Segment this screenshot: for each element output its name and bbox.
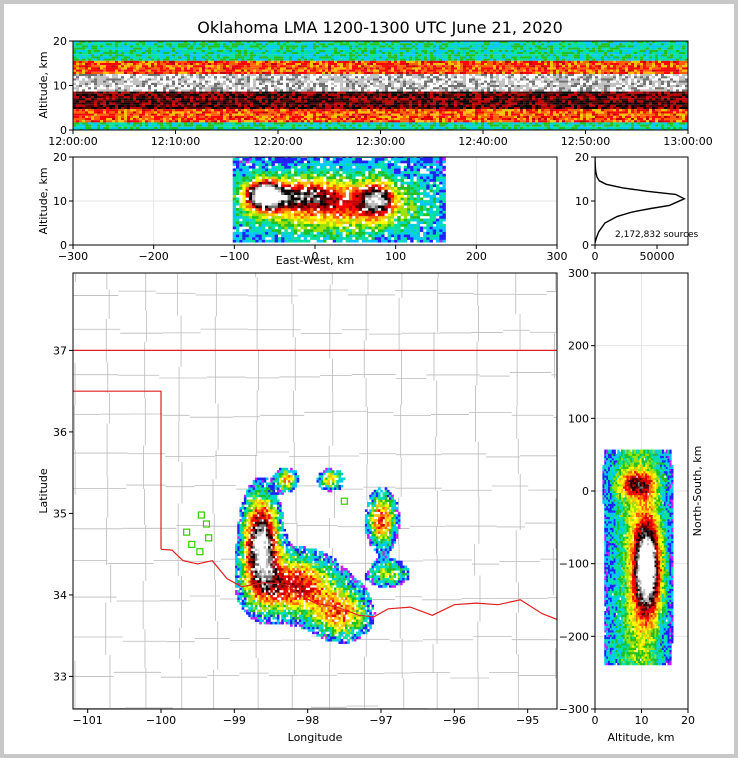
north-south-ytick-label: −200 — [559, 630, 589, 643]
north-south-xtick-label: 0 — [592, 714, 599, 727]
time-height-xtick-label: 12:00:00 — [48, 135, 97, 148]
north-south-xtick-label: 20 — [681, 714, 695, 727]
plan-view-panel: −101 −100 −99 −98 −97 −96 −95 33 34 35 36 37 Longi… — [37, 272, 558, 744]
altitude-histogram-line — [595, 157, 686, 243]
lma-station-marker — [188, 540, 196, 548]
plan-view-xtick-label: −97 — [369, 714, 392, 727]
lma-station-marker — [340, 497, 348, 505]
east-west-ylabel: Altitude, km — [37, 167, 50, 234]
north-south-ytick-label: −300 — [559, 703, 589, 716]
plan-view-ytick-label: 33 — [53, 670, 67, 683]
altitude-histogram-panel: 0 50000 0 10 20 2,172,832 sources — [575, 151, 699, 263]
east-west-density — [232, 157, 446, 243]
time-height-xtick-label: 12:30:00 — [356, 135, 405, 148]
east-west-xtick-label: 200 — [466, 250, 487, 263]
plan-view-ytick-label: 34 — [53, 589, 67, 602]
time-height-xtick-label: 13:00:00 — [663, 135, 712, 148]
north-south-ytick-label: 300 — [568, 267, 589, 280]
time-height-ytick-label: 10 — [53, 80, 67, 93]
east-west-xtick-label: −300 — [58, 250, 88, 263]
plan-view-xlabel: Longitude — [288, 731, 343, 744]
altitude-histogram-ytick-label: 10 — [575, 195, 589, 208]
north-south-panel: 0 10 20 −300 −200 −100 0 100 200 300 Altitude, k… — [559, 267, 704, 744]
time-height-ytick-label: 20 — [53, 35, 67, 48]
lma-station-marker — [205, 534, 213, 542]
lma-station-marker — [196, 548, 204, 556]
time-height-panel: 12:00:00 12:10:00 12:20:00 12:30:00 12:40:00… — [37, 35, 713, 148]
lma-station-marker — [197, 511, 205, 519]
plan-view-ytick-label: 37 — [53, 344, 67, 357]
plan-view-ytick-label: 36 — [53, 426, 67, 439]
east-west-xtick-label: 300 — [547, 250, 568, 263]
plan-view-xtick-label: −101 — [73, 714, 103, 727]
plan-view-xtick-label: −100 — [146, 714, 176, 727]
altitude-histogram-ytick-label: 20 — [575, 151, 589, 164]
lma-station-marker — [202, 520, 211, 528]
east-west-xtick-label: −200 — [139, 250, 169, 263]
time-height-xtick-label: 12:20:00 — [253, 135, 302, 148]
lma-figure: Oklahoma LMA 1200-1300 UTC June 21, 2020… — [37, 18, 713, 744]
figure-title: Oklahoma LMA 1200-1300 UTC June 21, 2020 — [197, 18, 563, 37]
north-south-ytick-label: 100 — [568, 412, 589, 425]
east-west-xtick-label: 0 — [312, 250, 319, 263]
north-south-ytick-label: 200 — [568, 340, 589, 353]
source-count-annotation: 2,172,832 sources — [615, 230, 699, 240]
time-height-ytick-label: 0 — [60, 124, 67, 137]
time-height-xtick-label: 12:40:00 — [458, 135, 507, 148]
time-height-xtick-label: 12:50:00 — [561, 135, 610, 148]
altitude-histogram-ytick-label: 0 — [582, 239, 589, 252]
north-south-xtick-label: 10 — [635, 714, 649, 727]
altitude-histogram-xtick-label: 0 — [592, 250, 599, 263]
lma-station-marker — [183, 528, 191, 536]
east-west-xtick-label: −100 — [219, 250, 249, 263]
plan-view-density — [235, 467, 410, 644]
plan-view-xtick-label: −96 — [443, 714, 466, 727]
figure-frame: Oklahoma LMA 1200-1300 UTC June 21, 2020… — [4, 4, 734, 754]
east-west-ytick-label: 10 — [53, 195, 67, 208]
plan-view-ytick-label: 35 — [53, 507, 67, 520]
north-south-ytick-label: 0 — [582, 485, 589, 498]
north-south-density — [602, 449, 674, 666]
plan-view-xtick-label: −95 — [516, 714, 539, 727]
east-west-xtick-label: 100 — [385, 250, 406, 263]
plan-view-xtick-label: −99 — [223, 714, 246, 727]
plan-view-xtick-label: −98 — [296, 714, 319, 727]
time-height-ylabel: Altitude, km — [37, 51, 50, 118]
north-south-xlabel: Altitude, km — [607, 731, 674, 744]
east-west-ytick-label: 0 — [60, 239, 67, 252]
state-borders — [73, 349, 557, 620]
plan-view-ylabel: Latitude — [37, 468, 50, 514]
time-height-xtick-label: 12:10:00 — [151, 135, 200, 148]
altitude-histogram-xtick-label: 50000 — [640, 250, 675, 263]
lma-stations — [183, 497, 348, 556]
north-south-ylabel: North-South, km — [691, 446, 704, 537]
plan-view-frame — [72, 272, 558, 710]
north-south-ytick-label: −100 — [559, 558, 589, 571]
county-boundaries — [73, 273, 557, 709]
east-west-panel: −300 −200 −100 0 100 200 300 0 10 20 East-West, … — [37, 151, 568, 267]
east-west-ytick-label: 20 — [53, 151, 67, 164]
time-height-density — [73, 41, 688, 130]
east-west-xlabel: East-West, km — [276, 254, 354, 267]
